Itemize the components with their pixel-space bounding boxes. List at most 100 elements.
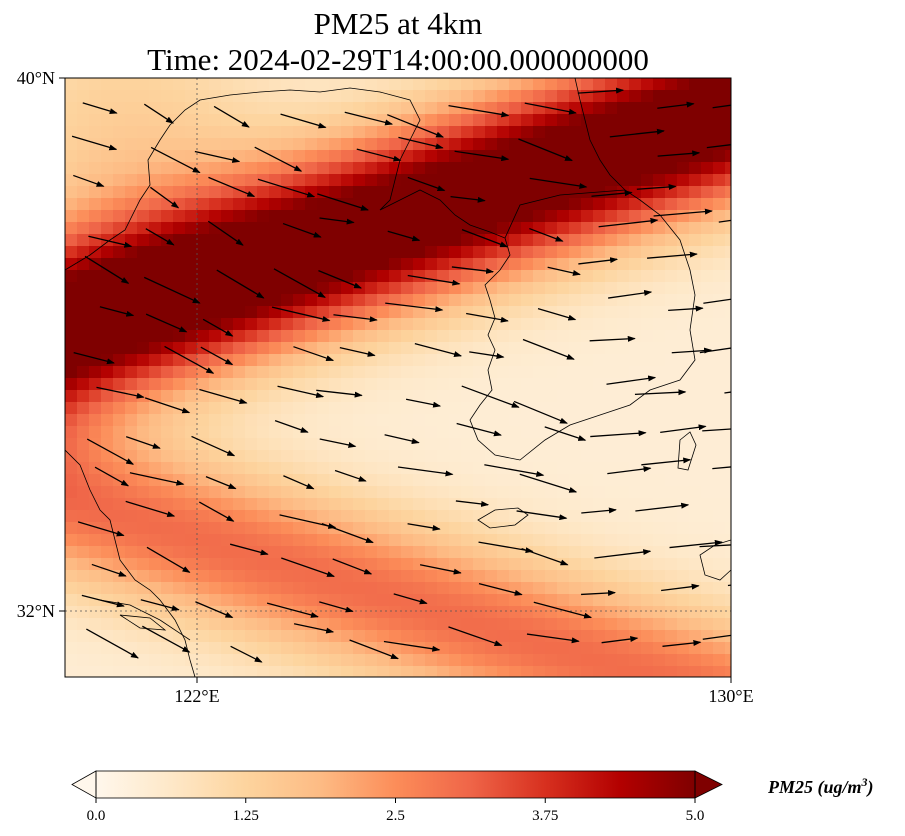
field-cell: [161, 582, 174, 595]
field-cell: [353, 366, 366, 379]
field-cell: [353, 234, 366, 247]
field-cell: [149, 414, 162, 427]
field-cell: [557, 330, 570, 343]
field-cell: [233, 582, 246, 595]
wind-arrow: [641, 457, 692, 466]
field-cell: [629, 150, 642, 163]
field-cell: [401, 270, 414, 283]
field-cell: [233, 666, 246, 677]
field-cell: [665, 174, 678, 187]
field-cell: [353, 570, 366, 583]
field-cell: [485, 606, 498, 619]
field-cell: [185, 450, 198, 463]
field-cell: [149, 582, 162, 595]
field-cell: [329, 90, 342, 103]
field-cell: [497, 510, 510, 523]
field-cell: [557, 618, 570, 631]
field-cell: [257, 246, 270, 259]
field-cell: [185, 426, 198, 439]
field-cell: [545, 210, 558, 223]
field-cell: [521, 222, 534, 235]
field-cell: [533, 246, 546, 259]
wind-arrow: [660, 424, 707, 434]
field-cell: [701, 390, 714, 403]
field-cell: [521, 174, 534, 187]
field-cell: [197, 210, 210, 223]
field-cell: [161, 522, 174, 535]
field-cell: [209, 282, 222, 295]
field-cell: [173, 186, 186, 199]
field-cell: [521, 534, 534, 547]
field-cell: [653, 666, 666, 677]
field-cell: [317, 606, 330, 619]
field-cell: [617, 366, 630, 379]
field-cell: [185, 270, 198, 283]
field-cell: [689, 522, 702, 535]
wind-arrow: [316, 389, 363, 398]
field-cell: [497, 198, 510, 211]
colorbar-label-main: PM25 (ug/m: [767, 777, 862, 798]
field-cell: [725, 306, 731, 319]
wind-arrow: [205, 476, 237, 490]
field-cell: [545, 534, 558, 547]
field-cell: [365, 498, 378, 511]
field-cell: [629, 390, 642, 403]
field-cell: [545, 402, 558, 415]
field-cell: [641, 78, 654, 91]
field-cell: [677, 618, 690, 631]
wind-arrow: [293, 346, 335, 362]
field-cell: [425, 666, 438, 677]
field-cell: [509, 258, 522, 271]
field-cell: [545, 666, 558, 677]
field-cell: [209, 222, 222, 235]
field-cell: [521, 630, 534, 643]
field-cell: [461, 426, 474, 439]
field-cell: [281, 546, 294, 559]
field-cell: [89, 114, 102, 127]
field-cell: [473, 606, 486, 619]
field-cell: [713, 390, 726, 403]
field-cell: [173, 606, 186, 619]
field-cell: [365, 378, 378, 391]
field-cell: [257, 582, 270, 595]
field-cell: [725, 570, 731, 583]
field-cell: [137, 642, 150, 655]
field-cell: [125, 630, 138, 643]
field-cell: [653, 474, 666, 487]
field-cell: [413, 462, 426, 475]
field-cell: [473, 126, 486, 139]
field-cell: [389, 630, 402, 643]
field-cell: [497, 402, 510, 415]
field-cell: [113, 354, 126, 367]
field-cell: [413, 606, 426, 619]
field-cell: [233, 318, 246, 331]
field-cell: [233, 510, 246, 523]
field-cell: [485, 570, 498, 583]
field-cell: [605, 654, 618, 667]
field-cell: [545, 414, 558, 427]
field-cell: [101, 186, 114, 199]
field-cell: [137, 354, 150, 367]
field-cell: [281, 234, 294, 247]
field-cell: [641, 366, 654, 379]
field-cell: [677, 414, 690, 427]
field-cell: [197, 486, 210, 499]
field-cell: [125, 486, 138, 499]
field-cell: [521, 162, 534, 175]
field-cell: [389, 498, 402, 511]
field-cell: [713, 642, 726, 655]
field-cell: [89, 162, 102, 175]
field-cell: [569, 330, 582, 343]
field-cell: [305, 642, 318, 655]
field-cell: [653, 618, 666, 631]
field-cell: [293, 594, 306, 607]
field-cell: [557, 666, 570, 677]
wind-arrow: [405, 398, 442, 408]
field-cell: [617, 162, 630, 175]
field-cell: [173, 378, 186, 391]
field-cell: [653, 78, 666, 91]
field-cell: [329, 378, 342, 391]
field-cell: [389, 378, 402, 391]
field-cell: [293, 654, 306, 667]
field-cell: [353, 522, 366, 535]
